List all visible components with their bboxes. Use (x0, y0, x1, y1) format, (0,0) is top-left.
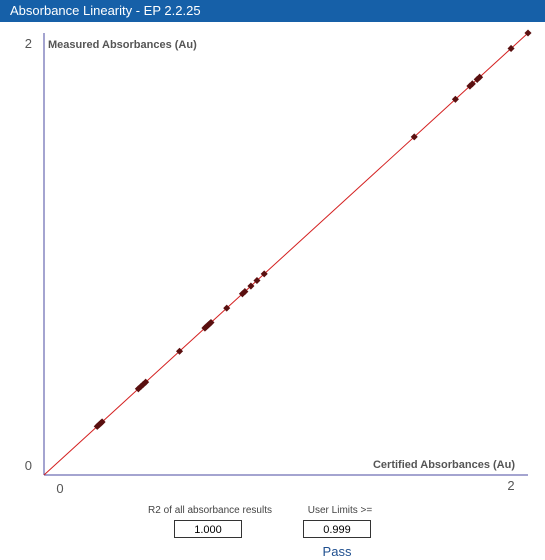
y-tick-label: 0 (25, 458, 32, 473)
x-tick-label: 2 (507, 478, 514, 493)
data-point (476, 73, 484, 81)
x-tick-label: 0 (56, 481, 63, 496)
data-point (253, 276, 261, 285)
data-point (223, 304, 231, 312)
data-point (98, 418, 106, 426)
data-point (451, 95, 459, 103)
data-point (410, 133, 418, 141)
r2-value-field: 1.000 (174, 520, 242, 538)
data-point (175, 347, 184, 355)
data-points (93, 29, 532, 430)
data-point (524, 29, 532, 37)
user-limits-field[interactable]: 0.999 (303, 520, 371, 538)
linearity-scatter-chart: 0 2 0 2 Measured Absorbances (Au) Certified… (25, 29, 532, 496)
user-limits-label: User Limits >= (307, 505, 373, 516)
fit-line (43, 32, 529, 476)
y-tick-label: 2 (25, 36, 32, 51)
window-title-bar: Absorbance Linearity - EP 2.2.25 (0, 0, 545, 22)
data-point (241, 288, 249, 296)
window-title: Absorbance Linearity - EP 2.2.25 (10, 3, 201, 18)
data-point (468, 80, 476, 88)
data-point (260, 270, 268, 278)
data-point (247, 282, 255, 290)
data-point (207, 318, 215, 327)
x-axis-title: Certified Absorbances (Au) (373, 459, 515, 471)
data-point (142, 378, 150, 386)
data-point (507, 44, 515, 53)
r2-label: R2 of all absorbance results (148, 505, 272, 516)
y-axis-title: Measured Absorbances (Au) (48, 39, 197, 51)
pass-status: Pass (322, 544, 352, 559)
